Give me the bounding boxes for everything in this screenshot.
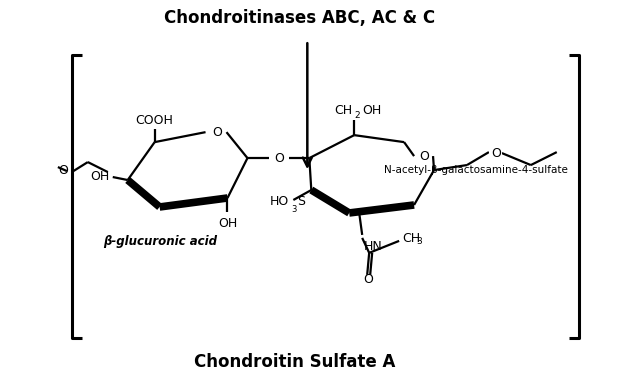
Text: O: O	[363, 273, 373, 286]
Text: OH: OH	[218, 217, 237, 230]
Text: β-glucuronic acid: β-glucuronic acid	[103, 236, 216, 248]
Text: Chondroitinases ABC, AC & C: Chondroitinases ABC, AC & C	[164, 9, 435, 27]
Text: OH: OH	[362, 104, 381, 117]
Text: O: O	[275, 152, 285, 165]
Text: O: O	[491, 147, 501, 160]
Text: O: O	[213, 126, 223, 138]
Text: CH: CH	[402, 232, 420, 245]
Text: CH: CH	[334, 104, 352, 117]
Text: COOH: COOH	[136, 113, 174, 127]
Text: OH: OH	[91, 170, 110, 183]
Text: 2: 2	[354, 111, 360, 120]
Text: 3: 3	[416, 238, 422, 246]
Text: N-acetyl-β-galactosamine-4-sulfate: N-acetyl-β-galactosamine-4-sulfate	[384, 165, 568, 175]
Text: O: O	[58, 163, 68, 177]
Text: Chondroitin Sulfate A: Chondroitin Sulfate A	[193, 353, 395, 370]
Text: O: O	[419, 150, 429, 163]
Text: S: S	[298, 195, 305, 209]
Text: HN: HN	[364, 240, 383, 253]
Text: HO: HO	[270, 195, 290, 209]
Text: 3: 3	[291, 205, 297, 214]
